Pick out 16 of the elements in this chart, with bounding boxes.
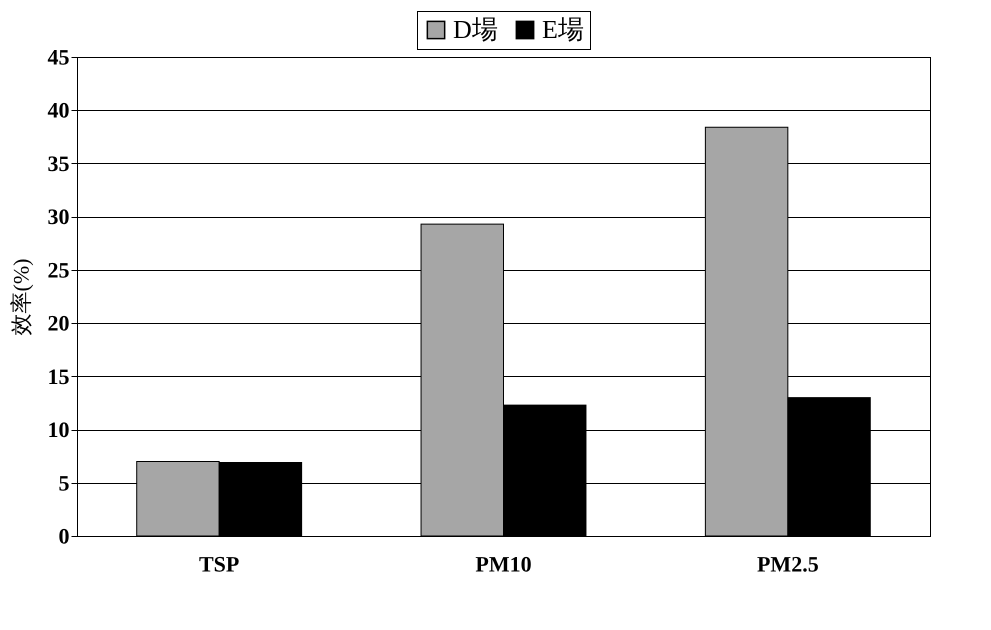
y-tick-label: 10 [48,417,70,442]
x-tick-label: PM2.5 [756,552,819,576]
y-tick-label: 40 [48,98,70,123]
y-tick-label: 45 [48,44,70,70]
y-tick-label: 5 [58,470,70,496]
legend-label: D場 [453,15,498,44]
y-tick-label: 30 [48,204,70,230]
y-tick-label: 35 [48,150,70,176]
legend-label: E場 [542,15,584,44]
x-tick-label: PM10 [475,552,532,576]
x-tick-label: TSP [198,552,240,576]
y-tick-label: 20 [48,310,70,336]
y-tick-label: 0 [58,524,70,548]
y-tick-label: 15 [48,364,70,389]
y-axis-title: 效率(%) [8,258,34,336]
y-tick-label: 25 [48,257,70,282]
